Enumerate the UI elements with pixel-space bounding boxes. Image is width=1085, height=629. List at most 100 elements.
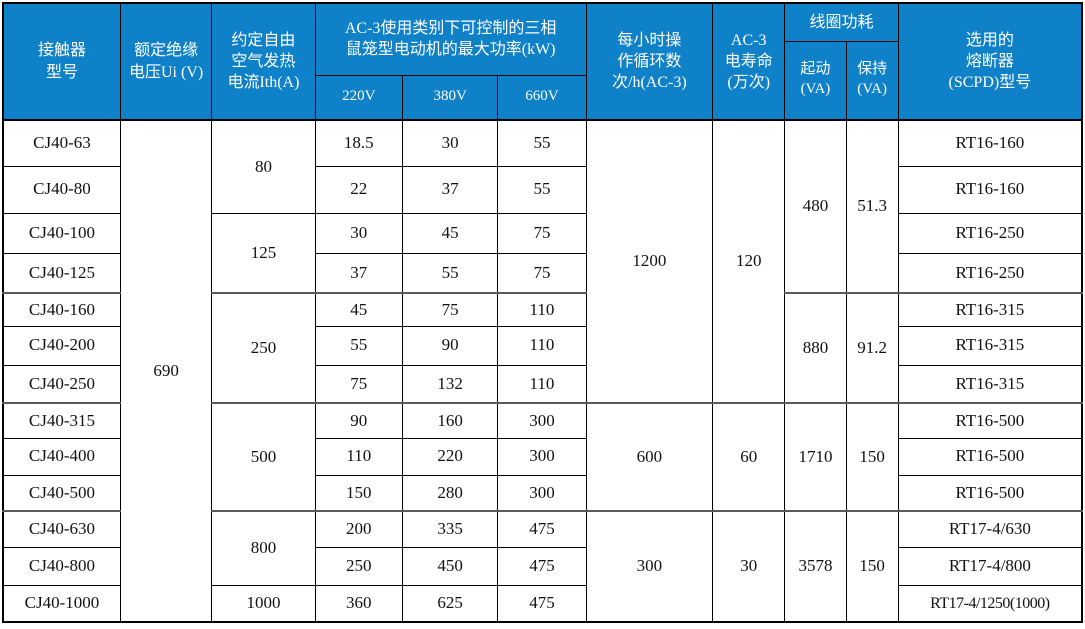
power-380-cell: 75: [401, 292, 499, 327]
table-row: CJ40-80 22 37 55 RT16-160: [2, 165, 1083, 214]
power-380-cell: 90: [401, 325, 499, 366]
header-thermal-current: 约定自由 空气发热 电流Ith(A): [211, 2, 316, 121]
power-220-cell: 200: [314, 510, 403, 548]
fuse-cell: RT16-500: [897, 474, 1083, 512]
fuse-cell: RT17-4/1250(1000): [897, 584, 1083, 623]
table-row: CJ40-200 55 90 110 RT16-315: [2, 325, 1083, 366]
power-660-cell: 110: [497, 364, 587, 404]
header-insulation-voltage: 额定绝缘 电压Ui (V): [119, 2, 213, 121]
power-380-cell: 625: [401, 584, 499, 623]
power-380-cell: 30: [401, 119, 499, 167]
model-cell: CJ40-100: [2, 212, 121, 254]
power-660-cell: 75: [497, 252, 587, 294]
power-660-cell: 475: [497, 546, 587, 586]
fuse-cell: RT16-500: [897, 437, 1083, 476]
power-660-cell: 55: [497, 165, 587, 214]
fuse-cell: RT16-315: [897, 325, 1083, 366]
life-cell: 120: [712, 119, 786, 404]
header-660v: 660V: [497, 74, 587, 121]
power-660-cell: 475: [497, 510, 587, 548]
model-cell: CJ40-160: [2, 292, 121, 327]
thermal-current-cell: 250: [211, 292, 316, 404]
model-cell: CJ40-63: [2, 119, 121, 167]
power-220-cell: 75: [314, 364, 403, 404]
model-cell: CJ40-1000: [2, 584, 121, 623]
table-row: CJ40-63 690 80 18.5 30 55 1200 120 480 5…: [2, 119, 1083, 623]
power-220-cell: 18.5: [314, 119, 403, 167]
fuse-cell: RT16-250: [897, 252, 1083, 294]
table-row: CJ40-250 75 132 110 RT16-315: [2, 364, 1083, 404]
table-header: 接触器 型号 额定绝缘 电压Ui (V) 约定自由 空气发热 电流Ith(A) …: [2, 2, 1083, 121]
life-cell: 60: [712, 402, 786, 512]
header-model: 接触器 型号: [2, 2, 121, 121]
coil-start-cell: 880: [784, 292, 847, 404]
thermal-current-cell: 1000: [211, 584, 316, 623]
cycles-cell: 300: [585, 510, 714, 623]
model-cell: CJ40-125: [2, 252, 121, 294]
power-220-cell: 45: [314, 292, 403, 327]
fuse-cell: RT16-160: [897, 119, 1083, 167]
power-220-cell: 250: [314, 546, 403, 586]
header-coil-hold: 保持 (VA): [845, 40, 899, 121]
insulation-voltage-cell: 690: [119, 119, 213, 623]
table-row: CJ40-160 250 45 75 110 880 91.2 RT16-315: [2, 292, 1083, 404]
power-220-cell: 150: [314, 474, 403, 512]
model-cell: CJ40-200: [2, 325, 121, 366]
thermal-current-cell: 80: [211, 119, 316, 214]
power-380-cell: 45: [401, 212, 499, 254]
table-row: CJ40-630 800 200 335 475 300 30 3578 150…: [2, 510, 1083, 623]
header-fuse: 选用的 熔断器 (SCPD)型号: [897, 2, 1083, 121]
coil-start-cell: 480: [784, 119, 847, 294]
thermal-current-cell: 500: [211, 402, 316, 512]
power-220-cell: 55: [314, 325, 403, 366]
coil-start-cell: 3578: [784, 510, 847, 623]
fuse-cell: RT16-250: [897, 212, 1083, 254]
table-row: CJ40-500 150 280 300 RT16-500: [2, 474, 1083, 512]
header-380v: 380V: [401, 74, 499, 121]
model-cell: CJ40-400: [2, 437, 121, 476]
power-660-cell: 75: [497, 212, 587, 254]
power-220-cell: 22: [314, 165, 403, 214]
power-380-cell: 450: [401, 546, 499, 586]
power-220-cell: 37: [314, 252, 403, 294]
fuse-cell: RT17-4/630: [897, 510, 1083, 548]
power-660-cell: 55: [497, 119, 587, 167]
power-380-cell: 132: [401, 364, 499, 404]
fuse-cell: RT16-160: [897, 165, 1083, 214]
power-660-cell: 110: [497, 292, 587, 327]
power-380-cell: 335: [401, 510, 499, 548]
cycles-cell: 1200: [585, 119, 714, 404]
power-660-cell: 300: [497, 402, 587, 439]
fuse-cell: RT16-500: [897, 402, 1083, 439]
header-electrical-life: AC-3 电寿命 (万次): [712, 2, 786, 121]
power-220-cell: 90: [314, 402, 403, 439]
model-cell: CJ40-500: [2, 474, 121, 512]
power-220-cell: 30: [314, 212, 403, 254]
header-coil-power-group: 线圈功耗: [784, 2, 899, 42]
header-220v: 220V: [314, 74, 403, 121]
power-220-cell: 110: [314, 437, 403, 476]
fuse-cell: RT17-4/800: [897, 546, 1083, 586]
table-row: CJ40-125 37 55 75 RT16-250: [2, 252, 1083, 294]
coil-hold-cell: 51.3: [845, 119, 899, 294]
power-380-cell: 55: [401, 252, 499, 294]
power-380-cell: 160: [401, 402, 499, 439]
fuse-cell: RT16-315: [897, 292, 1083, 327]
fuse-cell: RT16-315: [897, 364, 1083, 404]
coil-start-cell: 1710: [784, 402, 847, 512]
cycles-cell: 600: [585, 402, 714, 512]
life-cell: 30: [712, 510, 786, 623]
power-660-cell: 300: [497, 437, 587, 476]
power-380-cell: 220: [401, 437, 499, 476]
model-cell: CJ40-250: [2, 364, 121, 404]
model-cell: CJ40-800: [2, 546, 121, 586]
table-body: CJ40-63 690 80 18.5 30 55 1200 120 480 5…: [2, 119, 1083, 623]
model-cell: CJ40-315: [2, 402, 121, 439]
header-coil-start: 起动 (VA): [784, 40, 847, 121]
table-row: CJ40-315 500 90 160 300 600 60 1710 150 …: [2, 402, 1083, 512]
power-380-cell: 280: [401, 474, 499, 512]
model-cell: CJ40-80: [2, 165, 121, 214]
power-660-cell: 300: [497, 474, 587, 512]
model-cell: CJ40-630: [2, 510, 121, 548]
